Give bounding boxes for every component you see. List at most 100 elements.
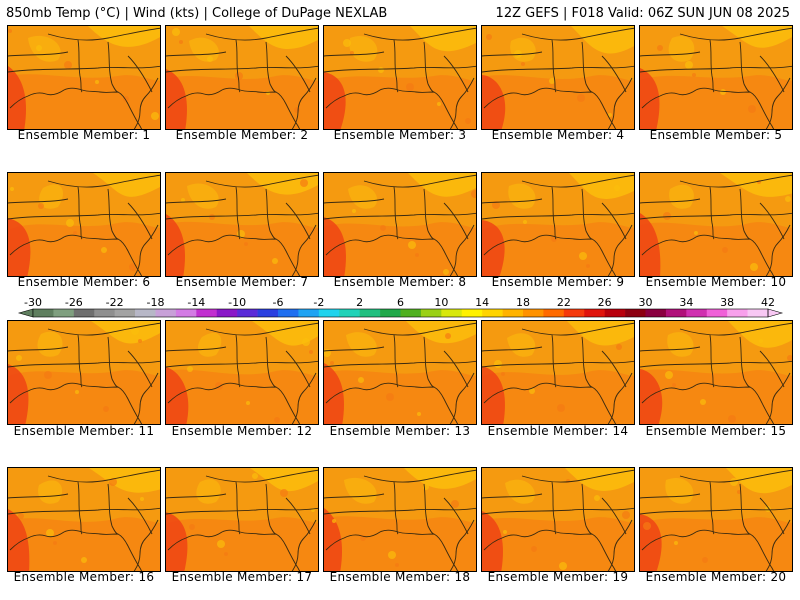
colorbar-tick-label: -26	[65, 296, 83, 309]
colorbar-tick-label: 30	[639, 296, 653, 309]
ensemble-map-panel	[165, 25, 319, 130]
colorbar-swatch	[543, 309, 565, 317]
ensemble-map-panel	[481, 320, 635, 425]
temperature-colorbar: -30 -26 -22 -18 -14 -10 -6 -2 2 6 10 14 18 22 26 30 34 38…	[17, 296, 784, 318]
ensemble-map-panel	[323, 320, 477, 425]
colorbar-tick-label: -6	[273, 296, 284, 309]
ensemble-map-panel	[7, 320, 161, 425]
colorbar-swatch	[686, 309, 708, 317]
colorbar-swatch	[482, 309, 503, 317]
colorbar-tick-label: -30	[24, 296, 42, 309]
colorbar-swatch	[196, 309, 218, 317]
ensemble-member-label: Ensemble Member: 11	[13, 424, 155, 438]
colorbar-tick-label: -10	[228, 296, 246, 309]
ensemble-map-panel	[323, 25, 477, 130]
colorbar-tick-label: 34	[679, 296, 693, 309]
colorbar-tick-label: 2	[356, 296, 363, 309]
colorbar-swatch	[216, 309, 238, 317]
colorbar-swatch	[73, 309, 95, 317]
colorbar-tick-label: -14	[187, 296, 205, 309]
colorbar-swatch	[502, 309, 524, 317]
colorbar-swatch	[114, 309, 136, 317]
ensemble-member-label: Ensemble Member: 8	[333, 275, 467, 289]
colorbar-tick-label: 10	[434, 296, 448, 309]
ensemble-member-label: Ensemble Member: 6	[17, 275, 151, 289]
colorbar-swatch	[441, 309, 463, 317]
colorbar-swatch	[523, 309, 544, 317]
colorbar-swatch	[706, 309, 728, 317]
colorbar-tick-label: -18	[147, 296, 165, 309]
ensemble-member-label: Ensemble Member: 19	[487, 570, 629, 584]
ensemble-map-panel	[639, 467, 793, 572]
colorbar-swatch	[94, 309, 115, 317]
ensemble-map-panel	[165, 467, 319, 572]
ensemble-map-panel	[165, 172, 319, 277]
colorbar-swatch	[155, 309, 177, 317]
colorbar-swatch	[461, 309, 483, 317]
ensemble-member-label: Ensemble Member: 3	[333, 128, 467, 142]
ensemble-member-label: Ensemble Member: 10	[645, 275, 787, 289]
ensemble-member-label: Ensemble Member: 14	[487, 424, 629, 438]
header-run-info: 12Z GEFS | F018 Valid: 06Z SUN JUN 08 20…	[495, 6, 790, 21]
ensemble-member-label: Ensemble Member: 4	[491, 128, 625, 142]
ensemble-map-panel	[481, 172, 635, 277]
colorbar-left-arrow	[17, 308, 34, 318]
ensemble-map-panel	[7, 467, 161, 572]
colorbar-right-arrow	[767, 308, 784, 318]
header-title: 850mb Temp (°C) | Wind (kts) | College o…	[6, 6, 388, 21]
ensemble-member-label: Ensemble Member: 15	[645, 424, 787, 438]
colorbar-tick-label: 18	[516, 296, 530, 309]
colorbar-outline	[32, 308, 769, 318]
colorbar-swatch	[400, 309, 422, 317]
colorbar-swatch	[175, 309, 197, 317]
colorbar-swatch	[604, 309, 626, 317]
colorbar-swatch	[420, 309, 442, 317]
ensemble-member-label: Ensemble Member: 7	[175, 275, 309, 289]
colorbar-tick-label: 26	[598, 296, 612, 309]
colorbar-swatch	[625, 309, 646, 317]
colorbar-swatch	[380, 309, 401, 317]
ensemble-member-label: Ensemble Member: 18	[329, 570, 471, 584]
ensemble-map-panel	[323, 172, 477, 277]
ensemble-member-label: Ensemble Member: 12	[171, 424, 313, 438]
colorbar-tick-label: 38	[720, 296, 734, 309]
colorbar-tick-label: 14	[475, 296, 489, 309]
colorbar-swatch	[237, 309, 258, 317]
colorbar-tick-label: 6	[397, 296, 404, 309]
ensemble-map-panel	[323, 467, 477, 572]
ensemble-map-panel	[639, 25, 793, 130]
colorbar-tick-label: 22	[557, 296, 571, 309]
colorbar-swatch	[53, 309, 75, 317]
colorbar-swatch	[584, 309, 605, 317]
colorbar-swatch	[665, 309, 687, 317]
ensemble-member-label: Ensemble Member: 20	[645, 570, 787, 584]
colorbar-swatch	[727, 309, 748, 317]
ensemble-map-panel	[7, 172, 161, 277]
ensemble-map-panel	[639, 320, 793, 425]
colorbar-swatch	[318, 309, 340, 317]
colorbar-tick-label: 42	[761, 296, 775, 309]
colorbar-swatch	[257, 309, 279, 317]
ensemble-member-label: Ensemble Member: 9	[491, 275, 625, 289]
ensemble-map-panel	[165, 320, 319, 425]
colorbar-swatch	[278, 309, 299, 317]
ensemble-map-panel	[481, 25, 635, 130]
ensemble-member-label: Ensemble Member: 13	[329, 424, 471, 438]
ensemble-member-label: Ensemble Member: 1	[17, 128, 151, 142]
ensemble-member-label: Ensemble Member: 2	[175, 128, 309, 142]
ensemble-member-label: Ensemble Member: 17	[171, 570, 313, 584]
ensemble-member-label: Ensemble Member: 5	[649, 128, 783, 142]
ensemble-member-label: Ensemble Member: 16	[13, 570, 155, 584]
ensemble-map-panel	[639, 172, 793, 277]
ensemble-map-panel	[481, 467, 635, 572]
colorbar-swatch	[563, 309, 585, 317]
colorbar-swatch	[645, 309, 667, 317]
colorbar-tick-label: -22	[106, 296, 124, 309]
colorbar-swatch	[339, 309, 360, 317]
colorbar-swatch	[298, 309, 320, 317]
colorbar-swatch	[747, 309, 769, 317]
colorbar-swatch	[33, 309, 54, 317]
colorbar-swatch	[135, 309, 156, 317]
colorbar-tick-label: -2	[313, 296, 324, 309]
ensemble-map-panel	[7, 25, 161, 130]
